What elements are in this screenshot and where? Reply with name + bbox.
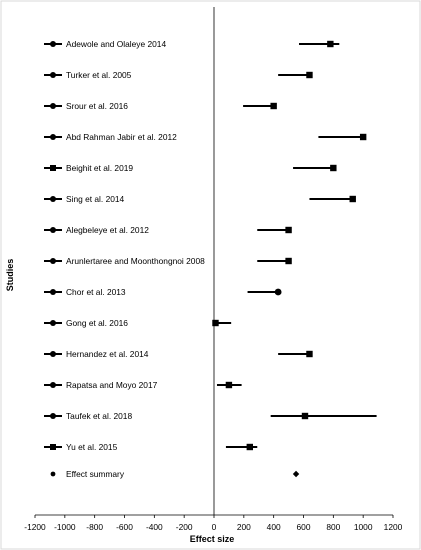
study-row: Gong et al. 2016 [44,318,232,328]
legend-marker [50,413,56,419]
legend-marker [50,320,56,326]
effect-point [285,226,292,234]
legend-marker [50,134,56,140]
study-label: Abd Rahman Jabir et al. 2012 [66,132,177,142]
effect-point [270,102,277,110]
study-row: Abd Rahman Jabir et al. 2012 [44,132,367,142]
effect-point [359,133,367,141]
x-tick-label: -800 [86,522,103,532]
x-tick-label: -1200 [24,522,46,532]
study-row: Arunlertaree and Moonthongnoi 2008 [44,256,292,266]
x-tick-label: -600 [116,522,133,532]
legend-marker [50,289,56,295]
x-tick-label: 600 [297,522,311,532]
y-axis-title: Studies [5,259,15,292]
summary-label: Effect summary [66,469,125,479]
x-tick-label: 400 [267,522,281,532]
effect-point [246,443,253,451]
summary-legend-marker [50,471,56,477]
legend-marker [50,103,56,109]
study-row: Rapatsa and Moyo 2017 [44,380,242,390]
study-label: Rapatsa and Moyo 2017 [66,380,158,390]
study-label: Turker et al. 2005 [66,70,132,80]
study-row: Yu et al. 2015 [44,442,258,452]
legend-marker [50,196,56,202]
x-tick-label: 800 [326,522,340,532]
study-label: Gong et al. 2016 [66,318,128,328]
effect-point [306,350,313,358]
study-label: Beighit et al. 2019 [66,163,133,173]
study-label: Hernandez et al. 2014 [66,349,149,359]
x-tick-label: 1200 [384,522,403,532]
study-label: Arunlertaree and Moonthongnoi 2008 [66,256,205,266]
x-tick-label: 1000 [354,522,373,532]
study-row: Chor et al. 2013 [44,287,282,297]
study-rows: Adewole and Olaleye 2014 Turker et al. 20… [44,39,377,479]
study-row: Alegbeleye et al. 2012 [44,225,292,235]
study-row: Adewole and Olaleye 2014 [44,39,340,49]
summary-diamond [292,470,300,478]
study-row: Sing et al. 2014 [44,194,356,204]
legend-marker [50,72,56,78]
effect-point [301,412,309,420]
study-label: Sing et al. 2014 [66,194,125,204]
study-row: Beighit et al. 2019 [44,163,337,173]
study-label: Alegbeleye et al. 2012 [66,225,149,235]
x-tick-label: 200 [237,522,251,532]
study-label: Chor et al. 2013 [66,287,126,297]
effect-point [212,319,219,327]
effect-point [327,40,334,48]
effect-point [330,164,337,172]
study-label: Adewole and Olaleye 2014 [66,39,166,49]
legend-marker [50,382,56,388]
legend-marker [50,444,56,450]
effect-point [349,195,356,203]
study-label: Taufek et al. 2018 [66,411,132,421]
study-label: Yu et al. 2015 [66,442,118,452]
x-axis-title: Effect size [190,534,235,544]
legend-marker [50,258,56,264]
study-label: Srour et al. 2016 [66,101,128,111]
x-tick-label: 0 [212,522,217,532]
x-tick-label: -1000 [54,522,76,532]
legend-marker [50,41,56,47]
x-tick-label: -200 [176,522,193,532]
study-row: Srour et al. 2016 [44,101,277,111]
study-row: Hernandez et al. 2014 [44,349,313,359]
effect-point [306,71,313,79]
axes-layer: -1200 -1000 -800 -600 -400 -200 0 200 400 600 800 1… [24,7,403,532]
effect-point [274,288,282,296]
x-tick-label: -400 [146,522,163,532]
legend-marker [50,165,56,171]
legend-marker [50,351,56,357]
study-row: Turker et al. 2005 [44,70,313,80]
legend-marker [50,227,56,233]
summary-row: Effect summary [50,469,300,479]
effect-point [225,381,233,389]
effect-point [285,257,292,265]
study-row: Taufek et al. 2018 [44,411,377,421]
